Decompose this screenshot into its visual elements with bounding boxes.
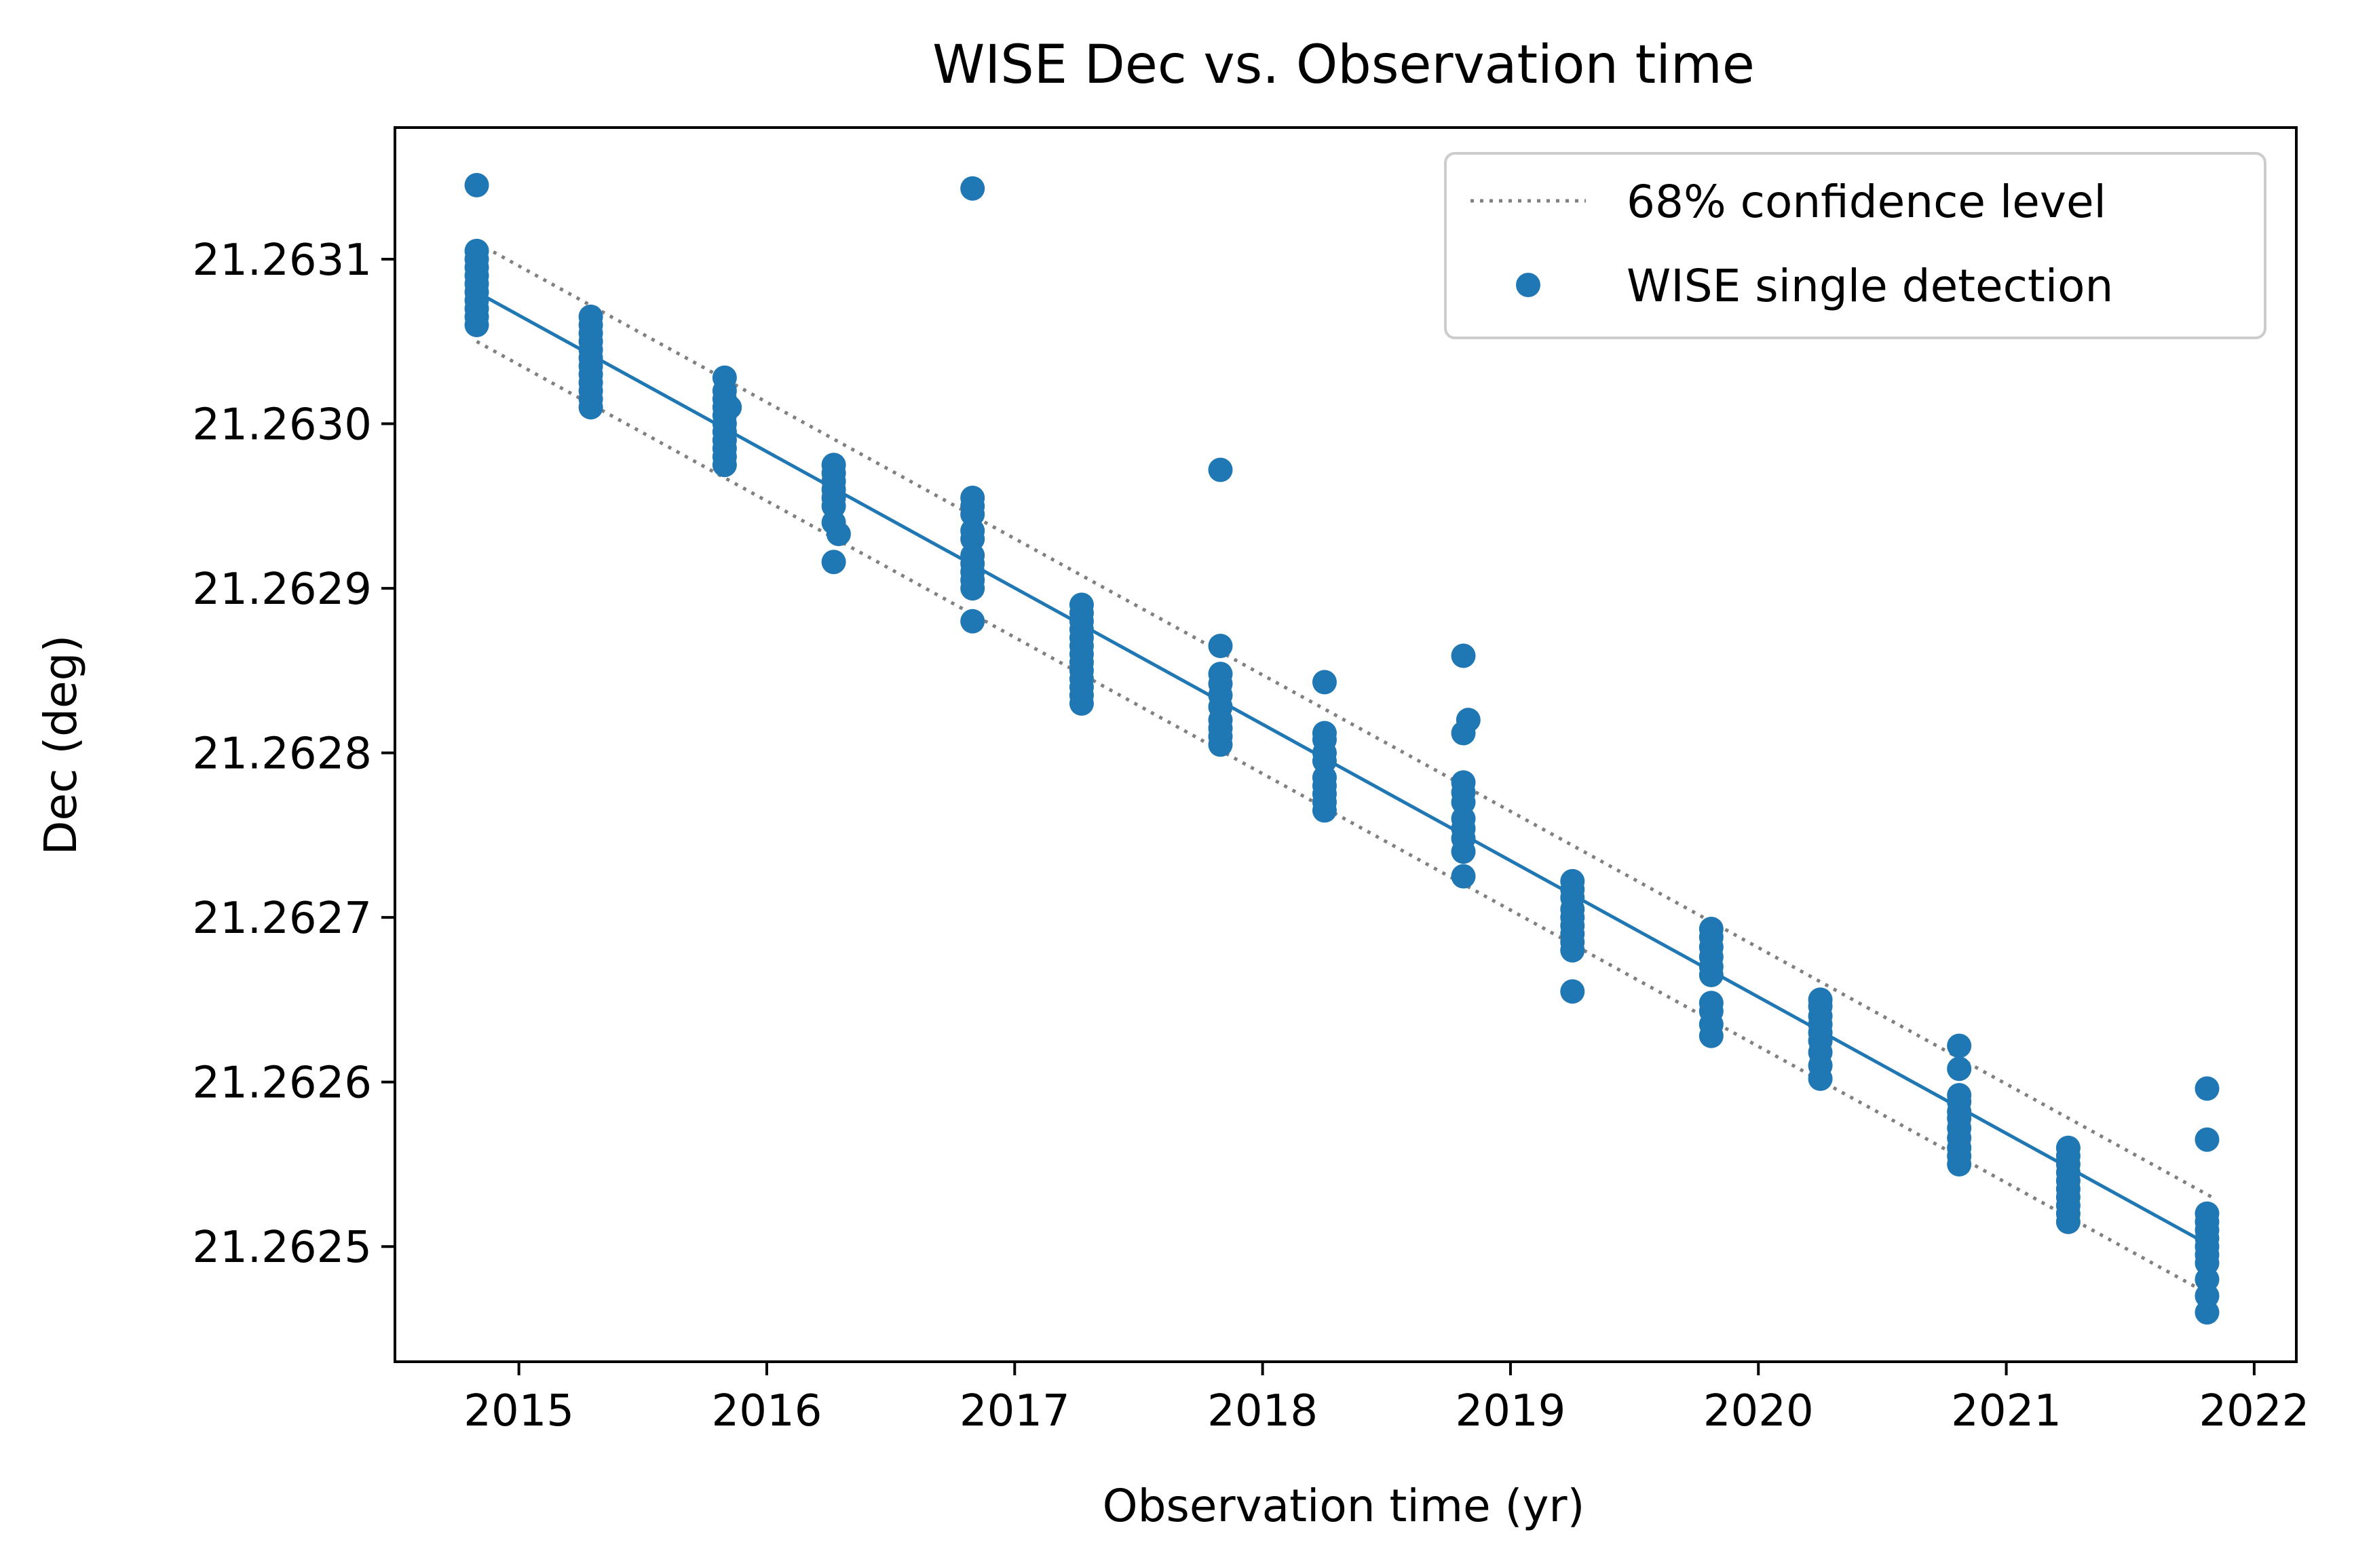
x-axis: 2015 2016 2017 2018 2019 2020 2021 2022: [463, 1362, 2309, 1436]
detection-point: [1312, 670, 1337, 695]
detection-point: [1208, 457, 1233, 482]
detection-point: [1451, 839, 1476, 864]
detection-point: [960, 609, 985, 634]
detection-point: [712, 453, 737, 478]
detection-point: [1808, 1066, 1833, 1091]
legend-detection-label: WISE single detection: [1627, 260, 2113, 312]
x-tick-label: 2019: [1456, 1386, 1566, 1436]
chart-title: WISE Dec vs. Observation time: [932, 35, 1755, 96]
detection-point: [2195, 1300, 2220, 1325]
detection-point: [2195, 1076, 2220, 1101]
detection-point: [1312, 798, 1337, 823]
plot-frame: [394, 126, 2298, 1363]
y-tick-label: 21.2631: [192, 235, 372, 286]
detection-point: [1451, 721, 1476, 746]
detection-point: [1560, 979, 1585, 1004]
detection-point: [821, 550, 846, 575]
x-tick-label: 2022: [2199, 1386, 2309, 1436]
x-tick-label: 2015: [463, 1386, 574, 1436]
fit-line: [476, 290, 2213, 1248]
y-tick-label: 21.2629: [192, 565, 372, 615]
detection-point: [1208, 633, 1233, 658]
detection-point: [1698, 1023, 1724, 1048]
detection-point: [1698, 963, 1724, 988]
detection-point: [1947, 1056, 1972, 1082]
detection-point: [826, 522, 851, 547]
detection-point: [2055, 1209, 2081, 1234]
legend-box: [1444, 152, 2266, 339]
detection-point: [578, 395, 603, 420]
detection-point: [1208, 732, 1233, 757]
detection-point: [464, 172, 489, 197]
detection-point: [1560, 938, 1585, 963]
detection-point: [1069, 691, 1094, 716]
legend-confidence-label: 68% confidence level: [1627, 176, 2106, 228]
detection-point: [960, 176, 985, 201]
confidence-lower-line: [476, 340, 2213, 1298]
x-axis-label: Observation time (yr): [1103, 1480, 1585, 1532]
x-tick-label: 2017: [960, 1386, 1070, 1436]
detection-point: [1947, 1151, 1972, 1177]
y-axis: 21.2625 21.2626 21.2627 21.2628 21.2629 21.26…: [192, 235, 395, 1273]
x-tick-label: 2021: [1951, 1386, 2062, 1436]
detection-point: [1451, 643, 1476, 668]
confidence-upper-line: [476, 241, 2213, 1199]
y-tick-label: 21.2625: [192, 1223, 372, 1273]
y-tick-label: 21.2626: [192, 1058, 372, 1109]
y-tick-label: 21.2627: [192, 894, 372, 944]
plot-area: [394, 126, 2298, 1363]
detection-point: [1451, 864, 1476, 889]
detection-point: [960, 576, 985, 601]
series-layer: [464, 172, 2220, 1325]
detection-point: [1947, 1033, 1972, 1058]
y-axis-label: Dec (deg): [35, 635, 87, 856]
legend: 68% confidence level WISE single detecti…: [1444, 152, 2266, 339]
x-tick-label: 2018: [1207, 1386, 1318, 1436]
x-tick-label: 2016: [712, 1386, 822, 1436]
x-tick-label: 2020: [1703, 1386, 1814, 1436]
y-tick-label: 21.2628: [192, 729, 372, 780]
detection-point: [2195, 1127, 2220, 1152]
detection-point: [464, 313, 489, 338]
legend-detection-swatch: [1516, 273, 1540, 297]
y-tick-label: 21.2630: [192, 400, 372, 451]
